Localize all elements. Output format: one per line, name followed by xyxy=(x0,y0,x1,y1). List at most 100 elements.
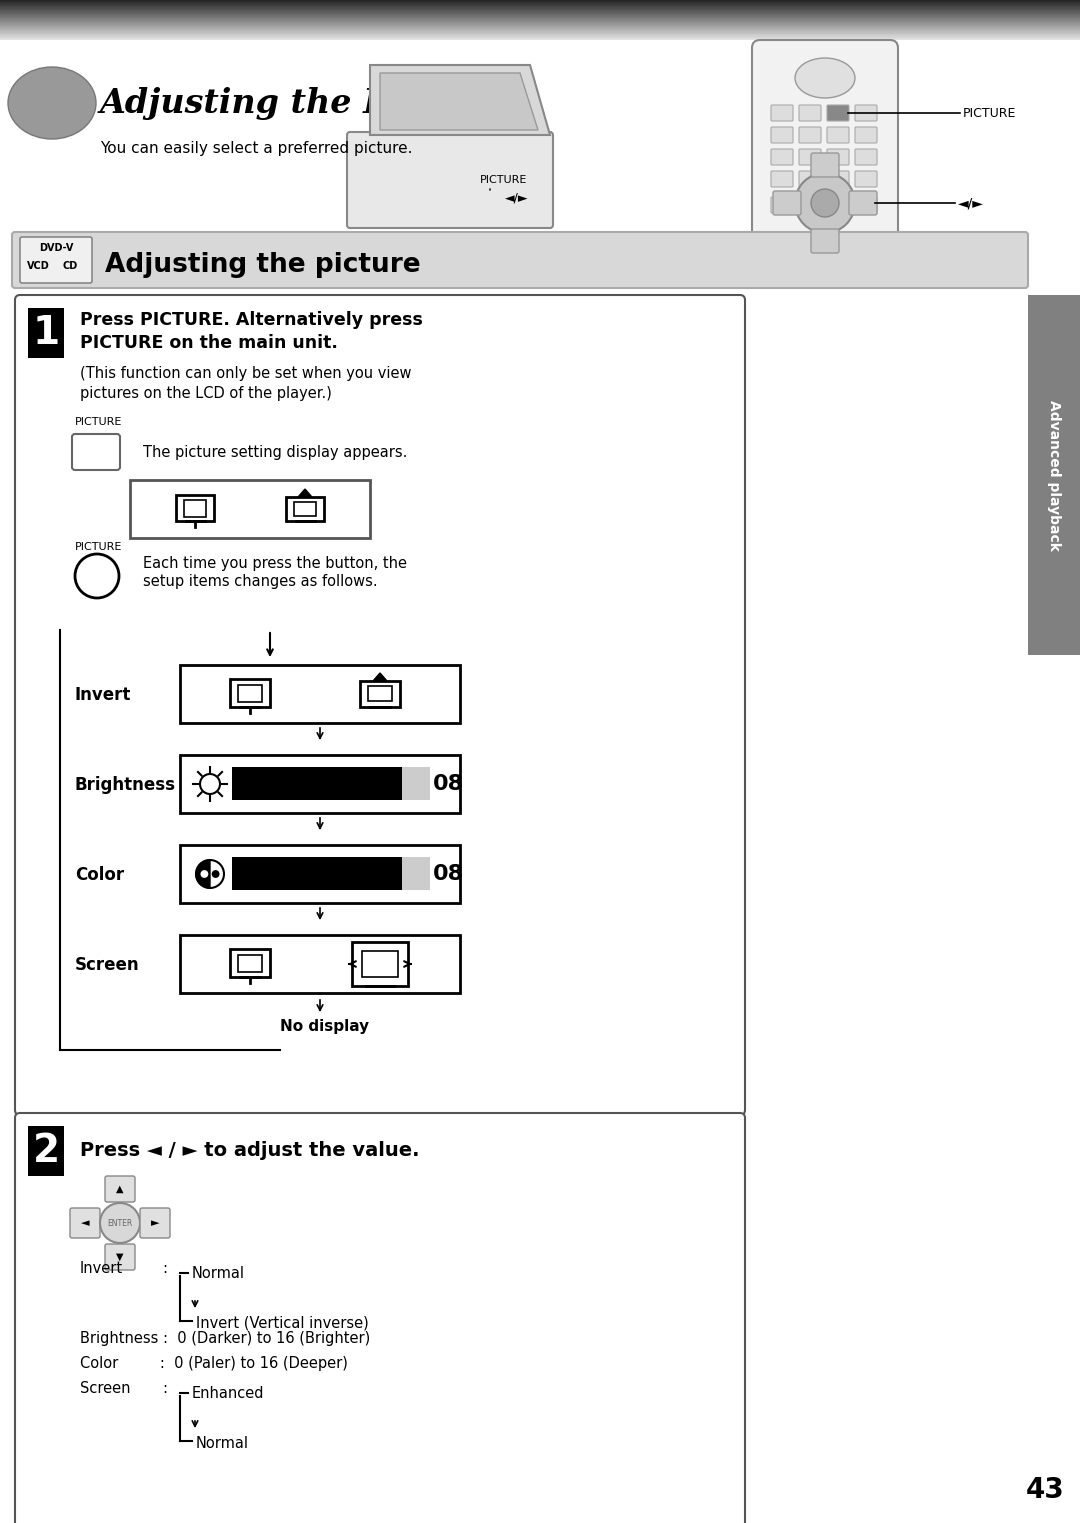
Text: :: : xyxy=(162,1261,167,1276)
Bar xyxy=(352,943,408,985)
Bar xyxy=(180,935,460,993)
FancyBboxPatch shape xyxy=(855,171,877,187)
Polygon shape xyxy=(373,673,387,681)
Text: Press ◄ / ► to adjust the value.: Press ◄ / ► to adjust the value. xyxy=(80,1142,419,1161)
Text: 2: 2 xyxy=(32,1132,59,1170)
FancyBboxPatch shape xyxy=(855,105,877,120)
Text: Each time you press the button, the: Each time you press the button, the xyxy=(143,556,407,571)
FancyBboxPatch shape xyxy=(827,171,849,187)
FancyBboxPatch shape xyxy=(855,196,877,213)
Circle shape xyxy=(212,870,219,877)
FancyBboxPatch shape xyxy=(105,1176,135,1202)
FancyBboxPatch shape xyxy=(811,228,839,253)
FancyBboxPatch shape xyxy=(12,231,1028,288)
Bar xyxy=(368,687,392,702)
Text: You can easily select a preferred picture.: You can easily select a preferred pictur… xyxy=(100,140,413,155)
FancyBboxPatch shape xyxy=(827,126,849,143)
Text: pictures on the LCD of the player.): pictures on the LCD of the player.) xyxy=(80,385,332,401)
Text: ▲: ▲ xyxy=(117,1183,124,1194)
Text: :: : xyxy=(162,1381,167,1397)
Text: DVD-V: DVD-V xyxy=(39,244,73,253)
Text: setup items changes as follows.: setup items changes as follows. xyxy=(143,574,378,589)
Circle shape xyxy=(100,1203,140,1243)
Bar xyxy=(238,685,262,702)
Polygon shape xyxy=(298,489,312,496)
Text: Press PICTURE. Alternatively press: Press PICTURE. Alternatively press xyxy=(80,311,423,329)
FancyBboxPatch shape xyxy=(72,434,120,471)
Circle shape xyxy=(201,870,208,877)
Text: VCD: VCD xyxy=(27,260,50,271)
FancyBboxPatch shape xyxy=(811,152,839,177)
FancyBboxPatch shape xyxy=(799,105,821,120)
Text: Color         :  0 (Paler) to 16 (Deeper): Color : 0 (Paler) to 16 (Deeper) xyxy=(80,1355,348,1371)
Bar xyxy=(402,857,430,889)
Text: PICTURE: PICTURE xyxy=(75,542,122,551)
Text: Brightness :  0 (Darker) to 16 (Brighter): Brightness : 0 (Darker) to 16 (Brighter) xyxy=(80,1331,370,1346)
Bar xyxy=(28,1125,64,1176)
Bar xyxy=(180,666,460,723)
Polygon shape xyxy=(195,860,210,888)
Bar xyxy=(176,495,214,521)
FancyBboxPatch shape xyxy=(105,1244,135,1270)
Polygon shape xyxy=(370,65,550,136)
Bar xyxy=(232,768,402,800)
FancyBboxPatch shape xyxy=(771,171,793,187)
Text: Brightness: Brightness xyxy=(75,777,176,793)
FancyBboxPatch shape xyxy=(771,149,793,164)
FancyBboxPatch shape xyxy=(827,149,849,164)
FancyBboxPatch shape xyxy=(827,196,849,213)
FancyBboxPatch shape xyxy=(799,171,821,187)
Text: (This function can only be set when you view: (This function can only be set when you … xyxy=(80,366,411,381)
Text: ▼: ▼ xyxy=(117,1252,124,1263)
Text: The picture setting display appears.: The picture setting display appears. xyxy=(143,445,407,460)
Bar xyxy=(1028,295,1080,655)
Text: Screen: Screen xyxy=(80,1381,131,1397)
Bar xyxy=(180,845,460,903)
Text: ◄: ◄ xyxy=(81,1218,90,1228)
FancyBboxPatch shape xyxy=(827,105,849,120)
FancyBboxPatch shape xyxy=(21,238,92,283)
Bar xyxy=(360,681,400,707)
Bar xyxy=(362,950,399,976)
Polygon shape xyxy=(380,73,538,129)
Text: PICTURE: PICTURE xyxy=(963,107,1016,119)
Bar xyxy=(180,755,460,813)
Text: PICTURE: PICTURE xyxy=(75,417,122,426)
FancyBboxPatch shape xyxy=(752,40,897,276)
FancyBboxPatch shape xyxy=(771,196,793,213)
FancyBboxPatch shape xyxy=(15,1113,745,1523)
Text: Screen: Screen xyxy=(75,956,139,975)
Text: Adjusting the Picture: Adjusting the Picture xyxy=(100,87,501,119)
Text: ►: ► xyxy=(151,1218,159,1228)
Bar xyxy=(230,949,270,976)
Bar xyxy=(238,955,262,972)
Ellipse shape xyxy=(8,67,96,139)
Bar xyxy=(230,679,270,707)
Bar xyxy=(294,501,316,516)
FancyBboxPatch shape xyxy=(799,126,821,143)
Text: PICTURE: PICTURE xyxy=(480,175,527,184)
Circle shape xyxy=(75,554,119,599)
Text: Enhanced: Enhanced xyxy=(192,1386,265,1401)
FancyBboxPatch shape xyxy=(855,149,877,164)
Text: No display: No display xyxy=(280,1019,369,1034)
Bar xyxy=(28,308,64,358)
Bar xyxy=(402,768,430,800)
Text: Adjusting the picture: Adjusting the picture xyxy=(105,251,420,279)
Ellipse shape xyxy=(795,58,855,97)
Text: Color: Color xyxy=(75,867,124,883)
FancyBboxPatch shape xyxy=(347,133,553,228)
Text: 08: 08 xyxy=(432,774,463,793)
Text: ◄/►: ◄/► xyxy=(958,196,984,210)
Circle shape xyxy=(200,774,220,793)
FancyBboxPatch shape xyxy=(855,126,877,143)
Text: CD: CD xyxy=(63,260,78,271)
Circle shape xyxy=(811,189,839,216)
FancyBboxPatch shape xyxy=(849,190,877,215)
FancyBboxPatch shape xyxy=(70,1208,100,1238)
Circle shape xyxy=(195,860,224,888)
Text: Invert (Vertical inverse): Invert (Vertical inverse) xyxy=(195,1316,368,1331)
Text: 08: 08 xyxy=(432,864,463,883)
FancyBboxPatch shape xyxy=(799,149,821,164)
FancyBboxPatch shape xyxy=(799,196,821,213)
